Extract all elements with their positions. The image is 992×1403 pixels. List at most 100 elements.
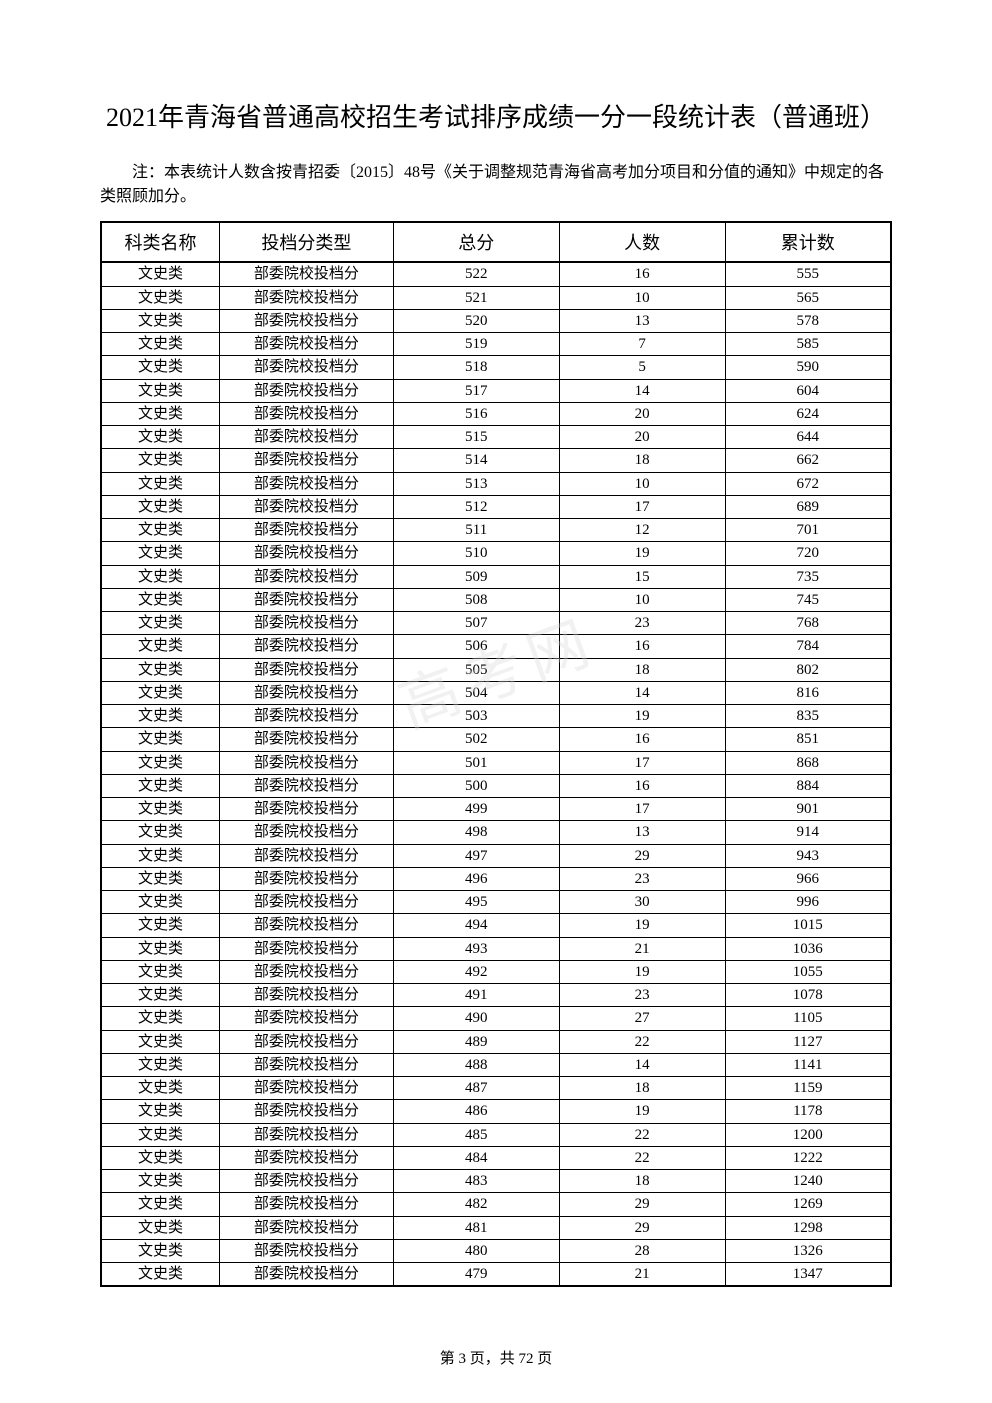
table-cell: 672 <box>725 472 891 495</box>
table-cell: 部委院校投档分 <box>220 705 394 728</box>
table-cell: 文史类 <box>101 1216 220 1239</box>
table-cell: 部委院校投档分 <box>220 635 394 658</box>
table-cell: 文史类 <box>101 844 220 867</box>
table-cell: 509 <box>393 565 559 588</box>
table-cell: 504 <box>393 681 559 704</box>
table-cell: 部委院校投档分 <box>220 1053 394 1076</box>
table-cell: 23 <box>559 867 725 890</box>
table-cell: 部委院校投档分 <box>220 379 394 402</box>
table-row: 文史类部委院校投档分50414816 <box>101 681 891 704</box>
table-row: 文史类部委院校投档分489221127 <box>101 1030 891 1053</box>
table-cell: 802 <box>725 658 891 681</box>
table-cell: 文史类 <box>101 309 220 332</box>
table-cell: 22 <box>559 1123 725 1146</box>
table-cell: 578 <box>725 309 891 332</box>
table-cell: 部委院校投档分 <box>220 588 394 611</box>
table-cell: 部委院校投档分 <box>220 1193 394 1216</box>
table-cell: 17 <box>559 751 725 774</box>
table-cell: 851 <box>725 728 891 751</box>
table-row: 文史类部委院校投档分481291298 <box>101 1216 891 1239</box>
table-row: 文史类部委院校投档分483181240 <box>101 1170 891 1193</box>
table-row: 文史类部委院校投档分49917901 <box>101 798 891 821</box>
table-cell: 501 <box>393 751 559 774</box>
table-row: 文史类部委院校投档分51112701 <box>101 519 891 542</box>
table-cell: 943 <box>725 844 891 867</box>
table-cell: 502 <box>393 728 559 751</box>
table-row: 文史类部委院校投档分491231078 <box>101 984 891 1007</box>
table-cell: 7 <box>559 333 725 356</box>
table-cell: 文史类 <box>101 1263 220 1287</box>
table-cell: 493 <box>393 937 559 960</box>
table-cell: 486 <box>393 1100 559 1123</box>
table-cell: 745 <box>725 588 891 611</box>
table-cell: 1347 <box>725 1263 891 1287</box>
table-cell: 23 <box>559 984 725 1007</box>
table-cell: 1200 <box>725 1123 891 1146</box>
score-table: 科类名称 投档分类型 总分 人数 累计数 文史类部委院校投档分52216555文… <box>100 221 892 1287</box>
table-cell: 文史类 <box>101 867 220 890</box>
table-cell: 499 <box>393 798 559 821</box>
table-cell: 29 <box>559 844 725 867</box>
table-cell: 1298 <box>725 1216 891 1239</box>
table-cell: 16 <box>559 728 725 751</box>
table-cell: 20 <box>559 426 725 449</box>
table-row: 文史类部委院校投档分51310672 <box>101 472 891 495</box>
table-cell: 868 <box>725 751 891 774</box>
table-cell: 494 <box>393 914 559 937</box>
table-cell: 部委院校投档分 <box>220 821 394 844</box>
table-cell: 文史类 <box>101 1007 220 1030</box>
table-cell: 部委院校投档分 <box>220 333 394 356</box>
table-row: 文史类部委院校投档分494191015 <box>101 914 891 937</box>
table-cell: 文史类 <box>101 426 220 449</box>
table-row: 文史类部委院校投档分493211036 <box>101 937 891 960</box>
table-cell: 文史类 <box>101 728 220 751</box>
table-cell: 部委院校投档分 <box>220 1263 394 1287</box>
table-cell: 部委院校投档分 <box>220 891 394 914</box>
table-row: 文史类部委院校投档分50810745 <box>101 588 891 611</box>
table-cell: 1055 <box>725 960 891 983</box>
table-cell: 18 <box>559 1077 725 1100</box>
table-cell: 624 <box>725 402 891 425</box>
table-cell: 文史类 <box>101 774 220 797</box>
table-row: 文史类部委院校投档分49530996 <box>101 891 891 914</box>
table-cell: 16 <box>559 635 725 658</box>
table-row: 文史类部委院校投档分479211347 <box>101 1263 891 1287</box>
table-cell: 1141 <box>725 1053 891 1076</box>
table-cell: 部委院校投档分 <box>220 1077 394 1100</box>
table-cell: 966 <box>725 867 891 890</box>
header-cumulative: 累计数 <box>725 222 891 262</box>
table-cell: 487 <box>393 1077 559 1100</box>
table-cell: 519 <box>393 333 559 356</box>
table-cell: 部委院校投档分 <box>220 914 394 937</box>
table-cell: 22 <box>559 1146 725 1169</box>
table-cell: 496 <box>393 867 559 890</box>
table-cell: 文史类 <box>101 402 220 425</box>
table-cell: 491 <box>393 984 559 1007</box>
table-cell: 1222 <box>725 1146 891 1169</box>
table-cell: 18 <box>559 1170 725 1193</box>
table-cell: 部委院校投档分 <box>220 751 394 774</box>
table-cell: 1078 <box>725 984 891 1007</box>
table-cell: 482 <box>393 1193 559 1216</box>
table-cell: 部委院校投档分 <box>220 658 394 681</box>
table-cell: 部委院校投档分 <box>220 519 394 542</box>
table-cell: 516 <box>393 402 559 425</box>
table-cell: 1178 <box>725 1100 891 1123</box>
table-cell: 489 <box>393 1030 559 1053</box>
table-cell: 16 <box>559 774 725 797</box>
table-cell: 996 <box>725 891 891 914</box>
table-cell: 10 <box>559 472 725 495</box>
table-cell: 28 <box>559 1239 725 1262</box>
table-row: 文史类部委院校投档分5197585 <box>101 333 891 356</box>
table-cell: 部委院校投档分 <box>220 937 394 960</box>
table-cell: 文史类 <box>101 542 220 565</box>
table-cell: 585 <box>725 333 891 356</box>
table-cell: 文史类 <box>101 262 220 286</box>
table-cell: 文史类 <box>101 751 220 774</box>
page-container: 2021年青海省普通高校招生考试排序成绩一分一段统计表（普通班） 注：本表统计人… <box>0 0 992 1337</box>
table-row: 文史类部委院校投档分5185590 <box>101 356 891 379</box>
table-row: 文史类部委院校投档分482291269 <box>101 1193 891 1216</box>
table-cell: 21 <box>559 1263 725 1287</box>
table-cell: 488 <box>393 1053 559 1076</box>
table-cell: 513 <box>393 472 559 495</box>
